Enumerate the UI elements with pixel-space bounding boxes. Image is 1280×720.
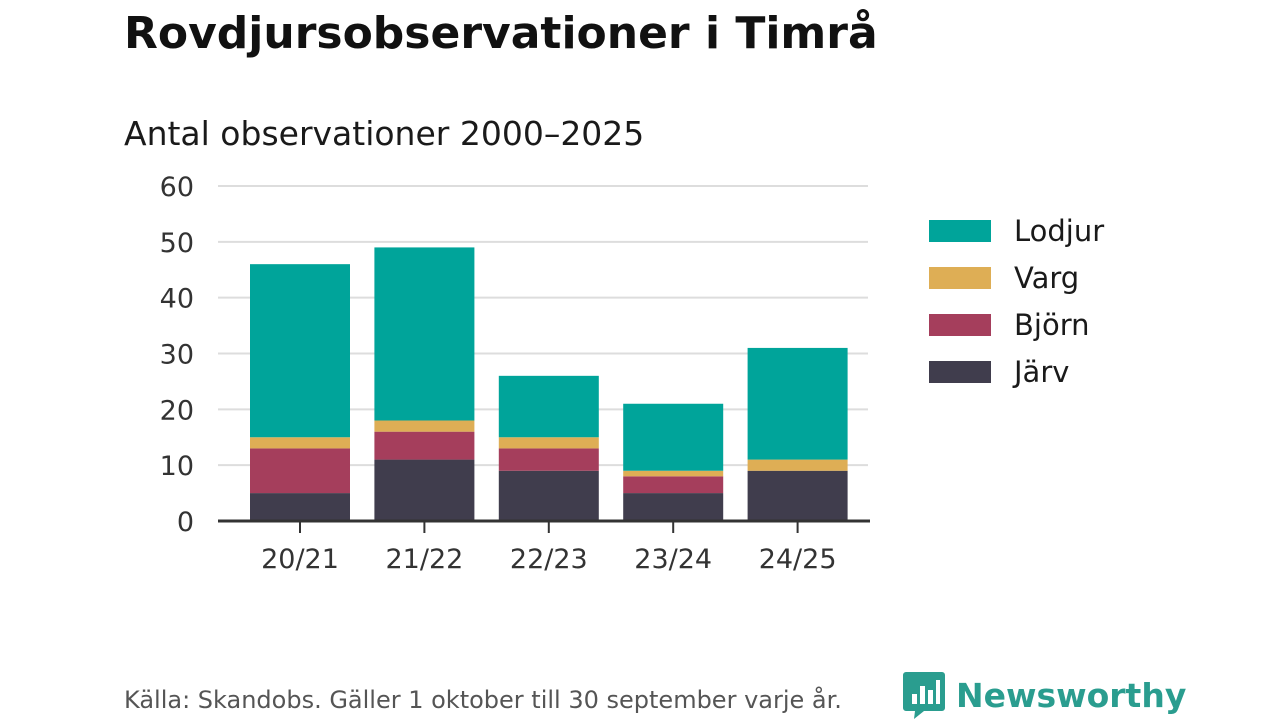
- bar-segment-varg: [747, 459, 848, 471]
- bar-segment-björn: [250, 448, 350, 494]
- y-tick-label: 30: [160, 340, 194, 371]
- legend-label-björn: Björn: [1014, 308, 1090, 342]
- x-tick-label: 21/22: [385, 544, 463, 575]
- bar-segment-lodjur: [374, 247, 475, 421]
- y-tick-label: 50: [160, 228, 194, 259]
- x-tick-label: 23/24: [634, 544, 712, 575]
- y-tick-label: 60: [160, 172, 194, 203]
- legend-label-lodjur: Lodjur: [1014, 214, 1104, 248]
- bar-segment-järv: [250, 493, 350, 521]
- bar-segment-varg: [498, 437, 599, 449]
- bar-segment-järv: [374, 459, 475, 521]
- bar-segment-björn: [498, 448, 599, 471]
- bar-segment-varg: [250, 437, 350, 449]
- bar-segment-lodjur: [250, 264, 350, 438]
- brand-name: Newsworthy: [956, 675, 1187, 715]
- bar-segment-varg: [374, 420, 475, 432]
- newsworthy-logo-icon: [903, 672, 945, 719]
- bar-segment-järv: [498, 470, 599, 521]
- brand-logo[interactable]: Newsworthy: [902, 670, 1186, 720]
- legend-swatch-järv: [929, 361, 991, 383]
- bar-segment-lodjur: [747, 347, 848, 460]
- y-tick-label: 20: [160, 395, 194, 426]
- y-tick-label: 40: [160, 284, 194, 315]
- x-tick-label: 24/25: [759, 544, 837, 575]
- legend-label-järv: Järv: [1012, 355, 1069, 389]
- bar-segment-järv: [747, 470, 848, 521]
- bar-segment-lodjur: [498, 375, 599, 438]
- legend-swatch-björn: [929, 314, 991, 336]
- x-tick-label: 20/21: [261, 544, 339, 575]
- x-tick-label: 22/23: [510, 544, 588, 575]
- bar-segment-varg: [623, 470, 724, 477]
- source-note: Källa: Skandobs. Gäller 1 oktober till 3…: [124, 686, 842, 714]
- y-tick-label: 10: [160, 451, 194, 482]
- legend-label-varg: Varg: [1014, 261, 1079, 295]
- bar-segment-björn: [623, 476, 724, 494]
- bar-segment-järv: [623, 493, 724, 521]
- bar-segment-björn: [374, 431, 475, 460]
- legend-swatch-varg: [929, 267, 991, 289]
- chart-subtitle: Antal observationer 2000–2025: [124, 114, 645, 153]
- chart-title: Rovdjursobservationer i Timrå: [124, 8, 878, 59]
- y-tick-label: 0: [177, 507, 194, 538]
- bar-segment-lodjur: [623, 403, 724, 471]
- legend-swatch-lodjur: [929, 220, 991, 242]
